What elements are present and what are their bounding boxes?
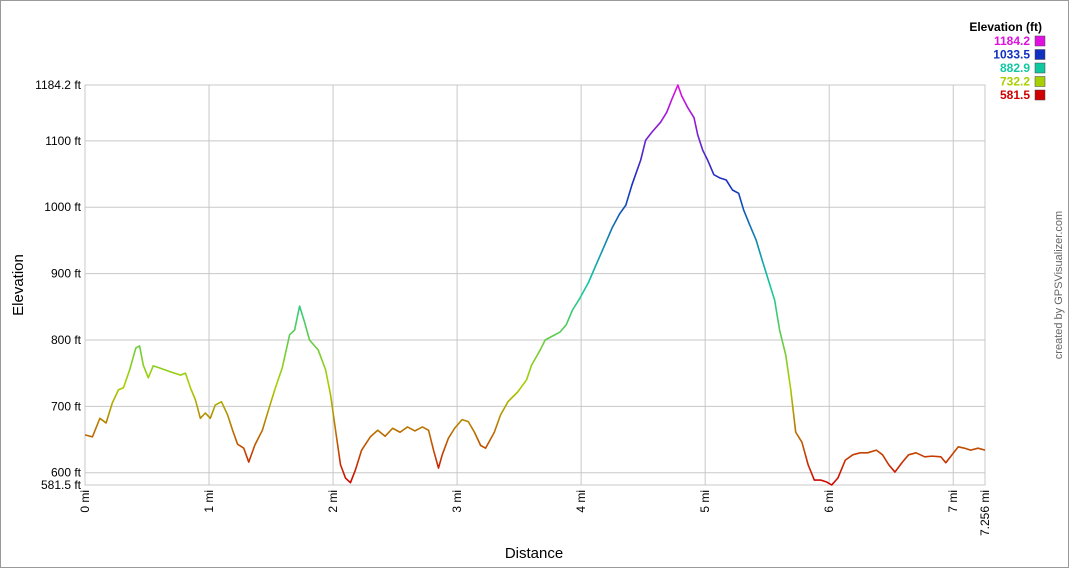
legend-value: 1184.2 [994, 34, 1030, 48]
legend-value: 1033.5 [993, 48, 1030, 62]
y-axis-label: Elevation [10, 254, 27, 316]
x-tick-label: 1 mi [202, 490, 216, 513]
plot-area [84, 84, 986, 486]
y-tick-label: 581.5 ft [41, 478, 82, 492]
y-tick-label: 600 ft [51, 466, 82, 480]
x-tick-label: 7 mi [946, 490, 960, 513]
legend-value: 732.2 [1000, 75, 1030, 89]
legend-swatch [1034, 76, 1046, 87]
credit: created by GPSVisualizer.com [1053, 211, 1065, 359]
x-tick-label: 7.256 mi [978, 490, 992, 536]
x-axis-label: Distance [505, 545, 563, 562]
legend-swatch [1034, 35, 1046, 47]
x-tick-label: 2 mi [326, 490, 340, 513]
x-tick-label: 0 mi [78, 490, 92, 513]
y-tick-label: 800 ft [51, 333, 82, 347]
y-tick-label: 1000 ft [44, 200, 81, 214]
x-tick-label: 6 mi [822, 490, 836, 513]
x-tick-label: 5 mi [698, 490, 712, 513]
legend-swatch [1034, 49, 1046, 60]
y-tick-label: 1100 ft [45, 134, 81, 148]
legend-swatch [1034, 89, 1046, 101]
y-tick-label: 900 ft [51, 267, 82, 281]
y-tick-label: 700 ft [51, 399, 82, 413]
legend-value: 581.5 [1000, 88, 1030, 102]
x-tick-label: 3 mi [450, 490, 464, 513]
elevation-line [84, 84, 986, 486]
legend-value: 882.9 [1000, 61, 1030, 75]
legend-swatch [1034, 62, 1046, 74]
legend-title: Elevation (ft) [969, 20, 1042, 34]
x-tick-label: 4 mi [574, 490, 588, 513]
y-tick-label: 1184.2 ft [35, 78, 81, 92]
